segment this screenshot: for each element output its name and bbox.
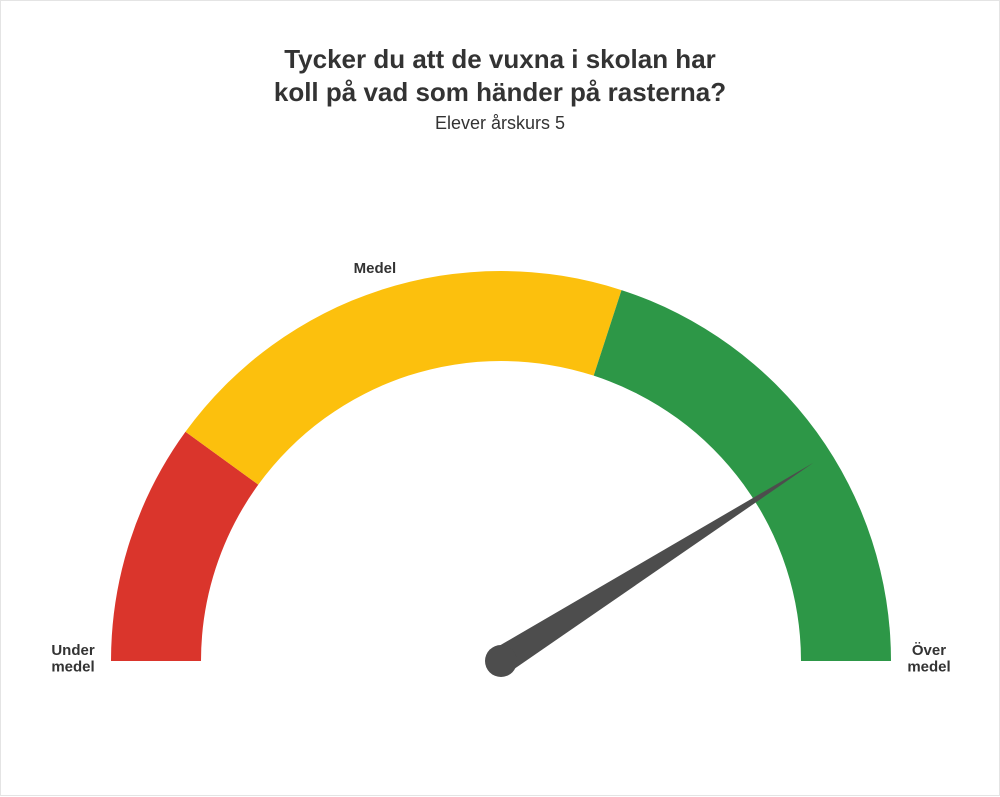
title-line1: Tycker du att de vuxna i skolan har xyxy=(284,44,716,74)
chart-frame: Tycker du att de vuxna i skolan har koll… xyxy=(0,0,1000,796)
gauge-segment-label-1: Medel xyxy=(354,260,397,277)
gauge-segment-2 xyxy=(594,290,891,661)
gauge-segment-label-2: Övermedel xyxy=(907,642,950,676)
chart-subtitle: Elever årskurs 5 xyxy=(1,113,999,134)
gauge-segment-label-0: Undermedel xyxy=(51,642,95,676)
gauge-segment-1 xyxy=(185,271,621,485)
title-line2: koll på vad som händer på rasterna? xyxy=(274,77,726,107)
gauge-hub xyxy=(485,645,517,677)
gauge-needle xyxy=(493,463,813,673)
chart-title: Tycker du att de vuxna i skolan har koll… xyxy=(1,43,999,108)
